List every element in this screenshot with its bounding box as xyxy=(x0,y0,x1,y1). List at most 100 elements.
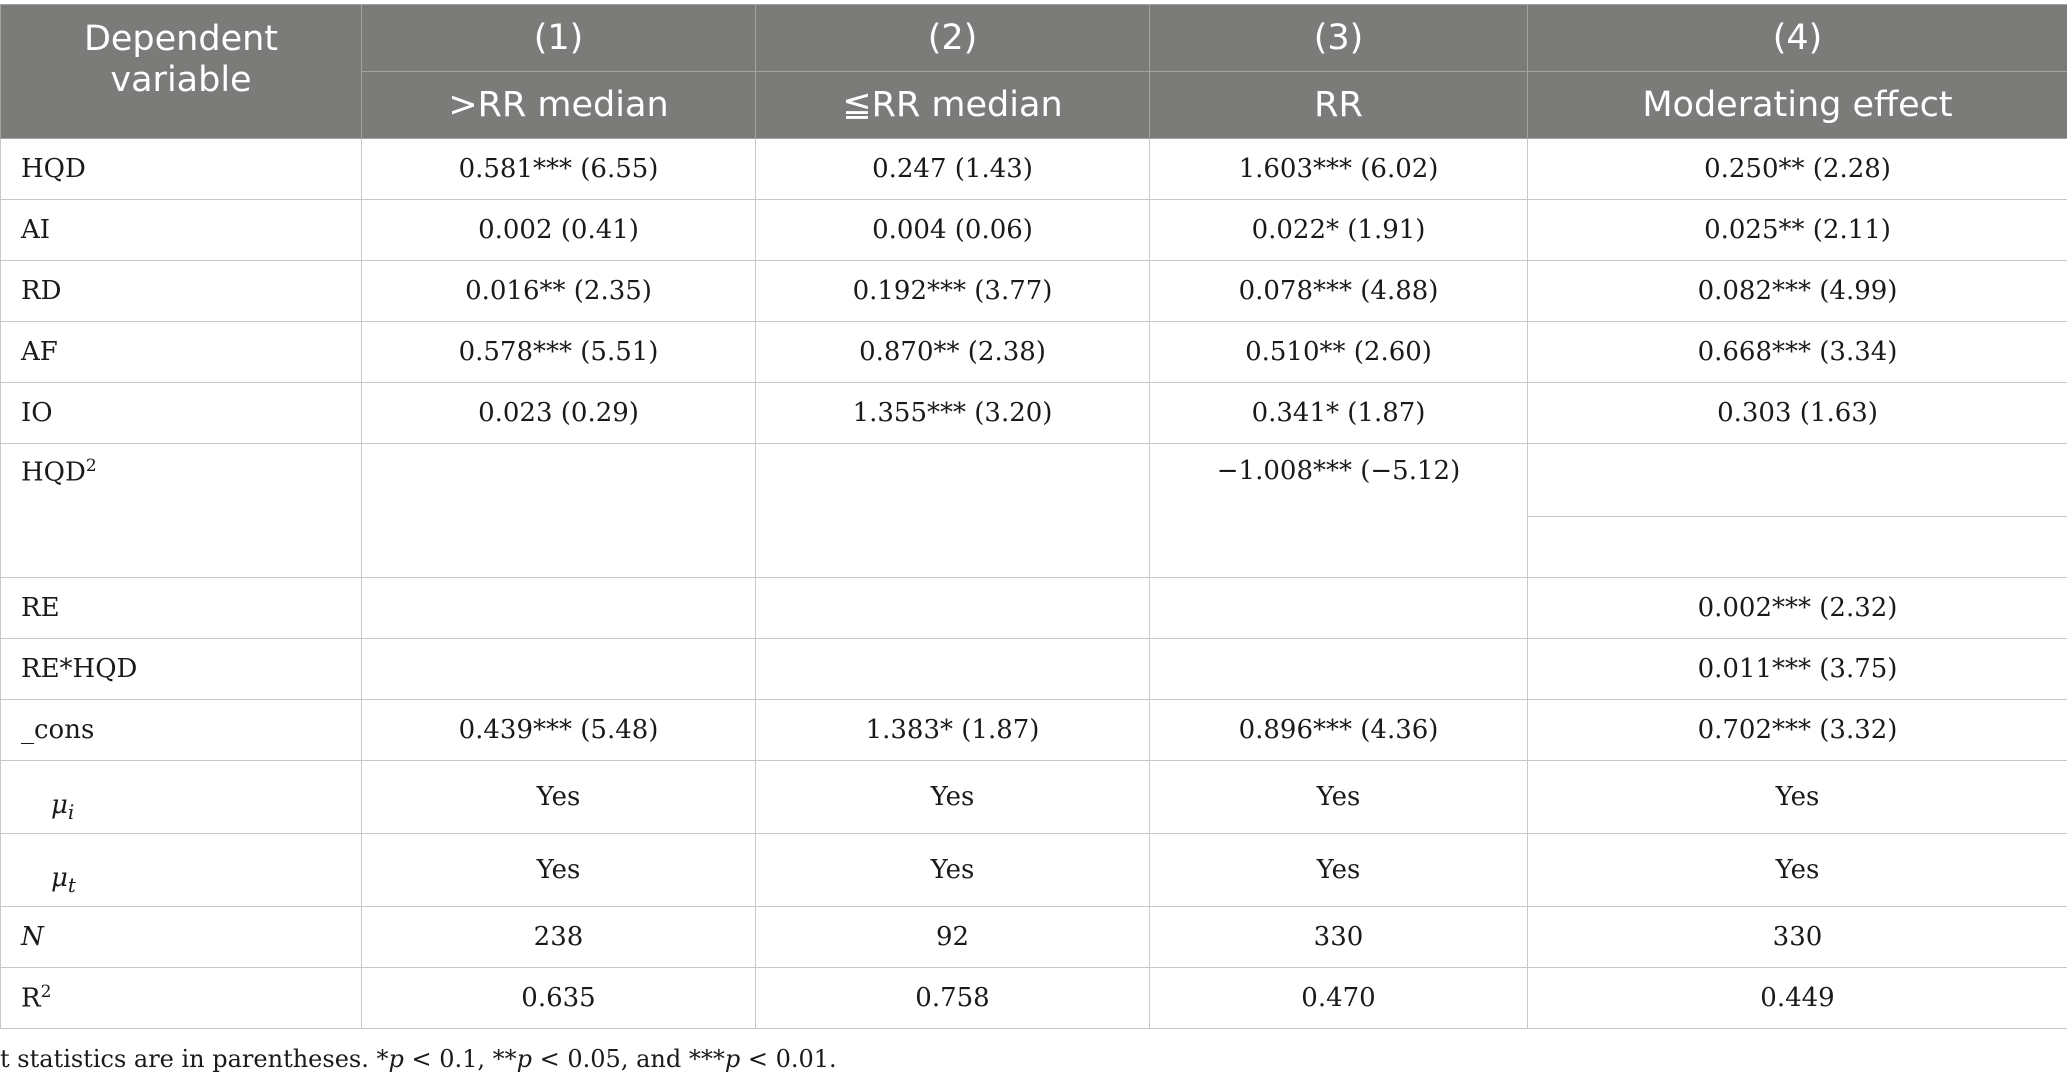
subscript: i xyxy=(67,800,75,825)
table-cell: Yes xyxy=(755,833,1150,907)
footnote-text: < 0.1, ** xyxy=(403,1045,517,1073)
row-label: AI xyxy=(0,199,362,261)
table-cell xyxy=(361,638,756,700)
table-row-r-squared: R2 0.635 0.758 0.470 0.449 xyxy=(0,967,2067,1029)
row-label: RD xyxy=(0,260,362,322)
table-cell: 0.247 (1.43) xyxy=(755,138,1150,200)
footnote-p: p xyxy=(724,1045,741,1073)
subscript: t xyxy=(67,873,76,898)
table-cell: 0.510** (2.60) xyxy=(1149,321,1528,383)
header-col-name: ≦RR median xyxy=(755,71,1150,139)
superscript: 2 xyxy=(40,982,52,1003)
table-row-mu-t: μt Yes Yes Yes Yes xyxy=(0,833,2067,907)
table-cell: 0.192*** (3.77) xyxy=(755,260,1150,322)
table-cell xyxy=(361,443,756,578)
row-label: _cons xyxy=(0,699,362,761)
row-label: N xyxy=(0,906,362,968)
table-row-hqd: HQD 0.581*** (6.55) 0.247 (1.43) 1.603**… xyxy=(0,138,2067,200)
table-footnote: t statistics are in parentheses. *p < 0.… xyxy=(0,1045,837,1073)
table-row-re-hqd: RE*HQD 0.011*** (3.75) xyxy=(0,638,2067,700)
footnote-text: t statistics are in parentheses. * xyxy=(0,1045,389,1073)
table-cell: 0.022* (1.91) xyxy=(1149,199,1528,261)
row-label: HQD xyxy=(0,138,362,200)
table-cell: 0.002 (0.41) xyxy=(361,199,756,261)
table-cell xyxy=(1149,638,1528,700)
table-row-cons: _cons 0.439*** (5.48) 1.383* (1.87) 0.89… xyxy=(0,699,2067,761)
table-row-io: IO 0.023 (0.29) 1.355*** (3.20) 0.341* (… xyxy=(0,382,2067,444)
header-col-number: (4) xyxy=(1527,4,2067,72)
table-header: Dependent variable (1) (2) (3) (4) >RR m… xyxy=(0,4,2067,139)
table-cell: 0.578*** (5.51) xyxy=(361,321,756,383)
table-cell: Yes xyxy=(755,760,1150,834)
header-col-name: RR xyxy=(1149,71,1528,139)
table-cell: 0.016** (2.35) xyxy=(361,260,756,322)
row-label: RE xyxy=(0,577,362,639)
table-cell: −1.008*** (−5.12) xyxy=(1149,443,1528,578)
table-cell xyxy=(755,577,1150,639)
row-label: μt xyxy=(0,833,362,907)
header-col-name: Moderating effect xyxy=(1527,71,2067,139)
table-cell: 0.002*** (2.32) xyxy=(1527,577,2067,639)
header-dependent-variable: Dependent variable xyxy=(0,4,362,139)
table-row-ai: AI 0.002 (0.41) 0.004 (0.06) 0.022* (1.9… xyxy=(0,199,2067,261)
table-cell: 92 xyxy=(755,906,1150,968)
table-cell xyxy=(361,577,756,639)
table-cell: 0.341* (1.87) xyxy=(1149,382,1528,444)
table-cell: 330 xyxy=(1527,906,2067,968)
table-cell: 0.004 (0.06) xyxy=(755,199,1150,261)
table-cell: Yes xyxy=(361,833,756,907)
regression-table: Dependent variable (1) (2) (3) (4) >RR m… xyxy=(0,4,2067,1029)
table-cell: 0.439*** (5.48) xyxy=(361,699,756,761)
row-label: μi xyxy=(0,760,362,834)
table-cell: 330 xyxy=(1149,906,1528,968)
table-body: HQD 0.581*** (6.55) 0.247 (1.43) 1.603**… xyxy=(0,138,2067,1029)
row-label-text: HQD xyxy=(21,457,86,488)
table-cell: 0.758 xyxy=(755,967,1150,1029)
table-cell: 0.250** (2.28) xyxy=(1527,138,2067,200)
table-cell-split xyxy=(1527,443,2067,578)
row-label: IO xyxy=(0,382,362,444)
table-cell: 0.668*** (3.34) xyxy=(1527,321,2067,383)
table-cell: 0.702*** (3.32) xyxy=(1527,699,2067,761)
table-row-re: RE 0.002*** (2.32) xyxy=(0,577,2067,639)
row-label: RE*HQD xyxy=(0,638,362,700)
table-row-hqd-squared: HQD2 −1.008*** (−5.12) xyxy=(0,443,2067,578)
superscript: 2 xyxy=(85,456,97,476)
row-label-text: R xyxy=(21,983,41,1014)
row-label: R2 xyxy=(0,967,362,1029)
table-cell: 0.303 (1.63) xyxy=(1527,382,2067,444)
table-cell: Yes xyxy=(1527,833,2067,907)
table-cell: 238 xyxy=(361,906,756,968)
table-cell: Yes xyxy=(1149,760,1528,834)
table-row-n: N 238 92 330 330 xyxy=(0,906,2067,968)
footnote-p: p xyxy=(516,1045,533,1073)
table-cell: 0.870** (2.38) xyxy=(755,321,1150,383)
footnote-p: p xyxy=(388,1045,404,1073)
table-row-af: AF 0.578*** (5.51) 0.870** (2.38) 0.510*… xyxy=(0,321,2067,383)
table-row-mu-i: μi Yes Yes Yes Yes xyxy=(0,760,2067,834)
table-cell: 1.383* (1.87) xyxy=(755,699,1150,761)
table-cell: 0.011*** (3.75) xyxy=(1527,638,2067,700)
split-cell-top xyxy=(1528,456,2067,517)
table-cell: 0.023 (0.29) xyxy=(361,382,756,444)
header-col-number: (3) xyxy=(1149,4,1528,72)
table-cell: Yes xyxy=(361,760,756,834)
table-cell xyxy=(1149,577,1528,639)
table-cell: 1.603*** (6.02) xyxy=(1149,138,1528,200)
table-cell: 0.025** (2.11) xyxy=(1527,199,2067,261)
mu-symbol: μi xyxy=(21,790,74,824)
table-cell: 0.581*** (6.55) xyxy=(361,138,756,200)
header-col-number: (2) xyxy=(755,4,1150,72)
footnote-text: < 0.05, and *** xyxy=(532,1045,725,1073)
header-col-number: (1) xyxy=(361,4,756,72)
table-cell xyxy=(755,443,1150,578)
table-cell: 0.078*** (4.88) xyxy=(1149,260,1528,322)
split-cell-bottom xyxy=(1528,517,2067,577)
footnote-text: < 0.01. xyxy=(740,1045,837,1073)
header-col-name: >RR median xyxy=(361,71,756,139)
table-cell: Yes xyxy=(1527,760,2067,834)
regression-table-container: Dependent variable (1) (2) (3) (4) >RR m… xyxy=(0,4,2067,1029)
table-row-rd: RD 0.016** (2.35) 0.192*** (3.77) 0.078*… xyxy=(0,260,2067,322)
table-cell: 1.355*** (3.20) xyxy=(755,382,1150,444)
table-cell xyxy=(755,638,1150,700)
